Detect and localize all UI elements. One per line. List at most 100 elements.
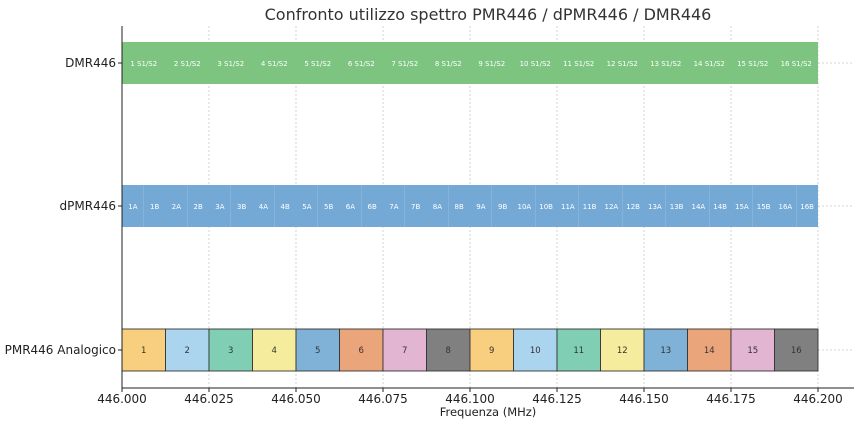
segment-label: 2 S1/S2: [174, 60, 201, 68]
bar-segment: [252, 42, 296, 84]
segment-label: 5B: [324, 203, 333, 211]
segment-label: 13A: [648, 203, 662, 211]
segment-label: 7 S1/S2: [391, 60, 418, 68]
bar-segment: [470, 185, 492, 227]
segment-label: 11A: [561, 203, 575, 211]
bar-segment: [122, 185, 144, 227]
segment-label: 3 S1/S2: [217, 60, 244, 68]
segment-label: 15 S1/S2: [737, 60, 768, 68]
bar-segment: [556, 328, 601, 372]
chart-title: Confronto utilizzo spettro PMR446 / dPMR…: [265, 5, 712, 24]
bar-segment: [665, 185, 688, 227]
segment-label: 7: [402, 346, 407, 356]
bar-segment: [296, 42, 340, 84]
segment-label: 10A: [518, 203, 532, 211]
segment-label: 5A: [302, 203, 311, 211]
x-tick-label: 446.125: [532, 392, 582, 406]
bar-segment: [426, 185, 449, 227]
segment-label: 11: [573, 346, 584, 356]
bar-segment: [600, 185, 623, 227]
bar-segment: [295, 328, 340, 372]
bar-segment: [122, 42, 166, 84]
bar-segment: [383, 185, 405, 227]
x-tick-label: 446.175: [706, 392, 756, 406]
y-category-label: dPMR446: [60, 199, 116, 213]
segment-label: 1 S1/S2: [130, 60, 157, 68]
bar-segment: [252, 328, 297, 372]
x-tick-label: 446.150: [619, 392, 669, 406]
segment-label: 6A: [346, 203, 355, 211]
segment-label: 4: [272, 346, 277, 356]
bar-segment: [752, 185, 775, 227]
bar-segment: [339, 185, 362, 227]
bar-segment: [165, 42, 209, 84]
bar-segment: [187, 185, 209, 227]
segment-label: 15: [747, 346, 758, 356]
bar-segment: [557, 185, 579, 227]
segment-label: 4B: [280, 203, 289, 211]
segment-label: 2B: [193, 203, 202, 211]
bar-segment: [274, 185, 296, 227]
bar-segment: [687, 42, 731, 84]
bar-segment: [600, 42, 644, 84]
bar-segment: [644, 42, 688, 84]
x-tick-label: 446.025: [184, 392, 234, 406]
bar-segment: [230, 185, 253, 227]
bar-segment: [209, 185, 231, 227]
segment-label: 8 S1/S2: [435, 60, 462, 68]
bar-segment: [426, 328, 471, 372]
bar-segment: [643, 328, 688, 372]
segment-label: 14 S1/S2: [694, 60, 725, 68]
bar-segment: [165, 185, 188, 227]
bar-segment: [513, 185, 536, 227]
segment-label: 11B: [583, 203, 597, 211]
segment-label: 16: [791, 346, 802, 356]
bar-segment: [404, 185, 427, 227]
x-tick-label: 446.075: [358, 392, 408, 406]
segment-label: 13B: [670, 203, 684, 211]
segment-label: 7A: [389, 203, 398, 211]
x-tick-label: 446.200: [793, 392, 843, 406]
segment-label: 13: [660, 346, 671, 356]
segment-label: 4A: [259, 203, 268, 211]
segment-label: 5 S1/S2: [304, 60, 331, 68]
bar-segment: [470, 42, 514, 84]
segment-label: 3B: [237, 203, 246, 211]
bar-segment: [557, 42, 601, 84]
bar-segment: [578, 185, 601, 227]
bar-segment: [382, 328, 427, 372]
bar-segment: [730, 328, 775, 372]
segment-label: 6B: [367, 203, 376, 211]
segment-label: 9: [489, 346, 494, 356]
bar-segment: [774, 328, 819, 372]
bar-segment: [426, 42, 470, 84]
bar-segment: [622, 185, 644, 227]
bar-segment: [252, 185, 275, 227]
segment-label: 6 S1/S2: [348, 60, 375, 68]
bar-segment: [774, 185, 797, 227]
bars-group: 1 S1/S2 2 S1/S2 3 S1/S2 4 S1/S2 5 S1/S2 6 S1/…: [121, 42, 819, 372]
segment-label: 1B: [150, 203, 159, 211]
bar-segment: [383, 42, 427, 84]
segment-label: 12: [617, 346, 628, 356]
bar-segment: [513, 328, 558, 372]
bar-segment: [513, 42, 557, 84]
x-axis-title: Frequenza (MHz): [440, 405, 537, 419]
segment-label: 2A: [172, 203, 181, 211]
segment-label: 10 S1/S2: [520, 60, 551, 68]
segment-label: 14A: [692, 203, 706, 211]
segment-label: 9A: [476, 203, 485, 211]
y-category-label: DMR446: [65, 56, 116, 70]
x-ticks: 446.000 446.025 446.050 446.075 446.100 446.1…: [97, 388, 843, 406]
bar-segment: [731, 185, 753, 227]
segment-label: 1A: [128, 203, 137, 211]
segment-label: 3: [228, 346, 233, 356]
bar-segment: [687, 185, 710, 227]
bar-segment: [296, 185, 318, 227]
segment-label: 6: [359, 346, 364, 356]
bar-segment: [448, 185, 470, 227]
bar-segment: [731, 42, 775, 84]
x-tick-label: 446.050: [271, 392, 321, 406]
segment-label: 8A: [433, 203, 442, 211]
